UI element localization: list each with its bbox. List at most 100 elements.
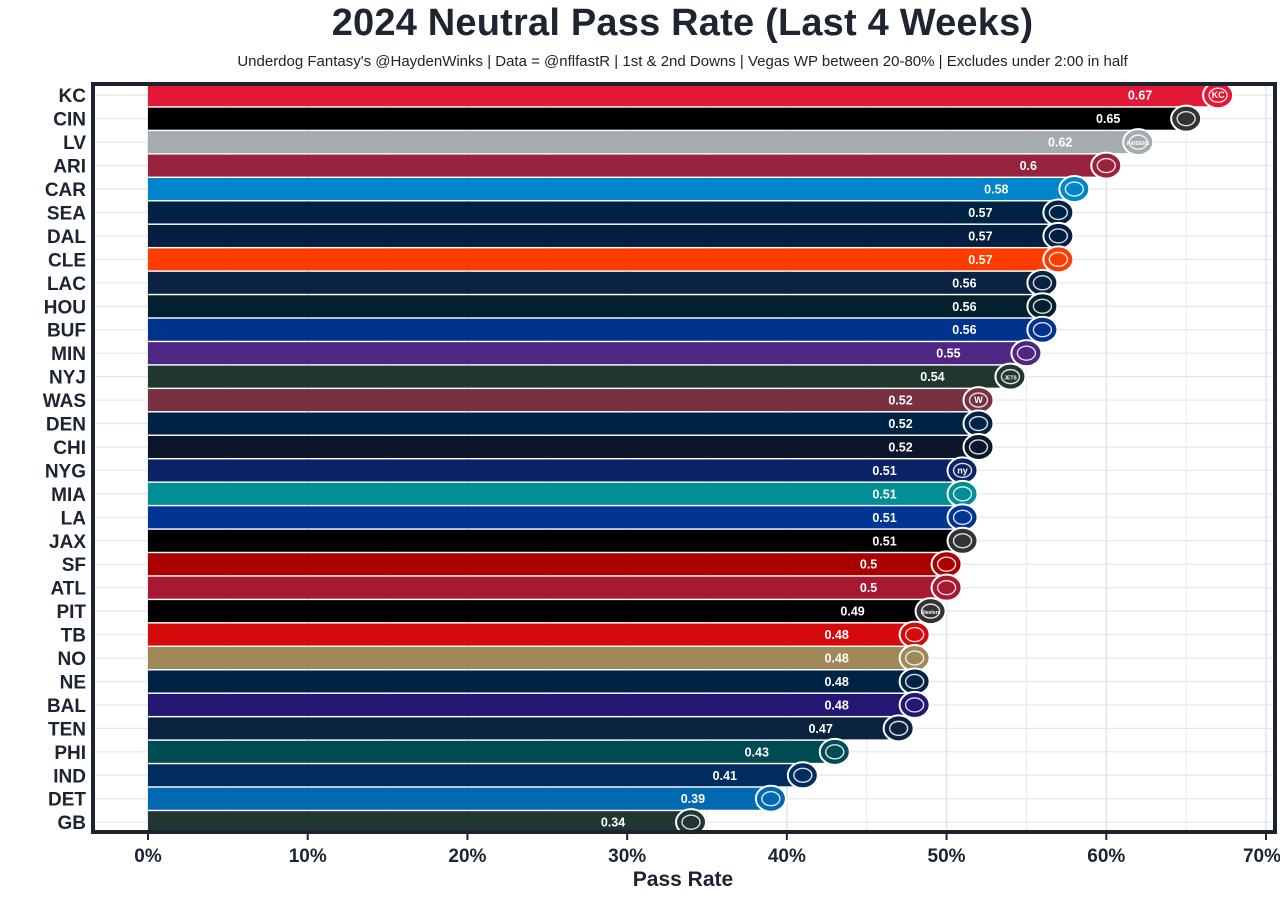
- data-label-tb: 0.48: [824, 628, 848, 642]
- bar-mia: [148, 482, 963, 505]
- bar-den: [148, 412, 979, 435]
- svg-text:RAIDERS: RAIDERS: [1127, 141, 1150, 147]
- data-label-sf: 0.5: [860, 558, 877, 572]
- nyg-logo-icon: ny: [946, 456, 979, 485]
- bar-nyj: [148, 365, 1011, 388]
- team-label-nyg: NYG: [45, 461, 86, 482]
- bar-hou: [148, 295, 1043, 318]
- team-label-dal: DAL: [47, 227, 86, 248]
- data-label-jax: 0.51: [872, 534, 896, 548]
- team-label-cle: CLE: [48, 250, 86, 271]
- data-labels: 0.67 0.65 0.62 0.6 0.58 0.57 0.57 0.57 0.56 0.56 0…: [601, 89, 1152, 830]
- svg-text:W: W: [974, 395, 983, 405]
- bar-lv: [148, 131, 1139, 154]
- plot-frame: [91, 82, 1277, 834]
- team-label-mia: MIA: [51, 485, 86, 506]
- data-label-no: 0.48: [824, 652, 848, 666]
- team-label-car: CAR: [45, 180, 86, 201]
- data-label-chi: 0.52: [888, 440, 912, 454]
- bar-no: [148, 647, 915, 670]
- jax-logo-icon: [946, 526, 979, 555]
- data-label-pit: 0.49: [840, 605, 864, 619]
- bar-ten: [148, 717, 899, 740]
- data-label-ind: 0.41: [713, 769, 737, 783]
- data-label-nyg: 0.51: [872, 464, 896, 478]
- bar-la: [148, 506, 963, 529]
- lac-logo-icon: [1026, 268, 1059, 297]
- bar-sea: [148, 201, 1059, 224]
- bar-atl: [148, 576, 947, 599]
- pit-logo-icon: Steelers: [914, 597, 947, 626]
- data-label-dal: 0.57: [968, 229, 992, 243]
- svg-text:KC: KC: [1212, 90, 1225, 100]
- team-label-bal: BAL: [47, 696, 86, 717]
- sf-logo-icon: [930, 550, 963, 579]
- x-axis-ticks: 0% 10% 20% 30% 40% 50% 60% 70%: [134, 834, 1280, 867]
- den-logo-icon: [962, 409, 995, 438]
- data-label-atl: 0.5: [860, 581, 877, 595]
- data-label-cle: 0.57: [968, 253, 992, 267]
- bar-car: [148, 178, 1075, 201]
- gb-logo-icon: [675, 808, 708, 837]
- sea-logo-icon: [1042, 198, 1075, 227]
- team-label-pit: PIT: [56, 602, 86, 623]
- team-label-min: MIN: [51, 344, 86, 365]
- bar-sf: [148, 553, 947, 576]
- bar-chi: [148, 435, 979, 458]
- team-label-buf: BUF: [47, 321, 86, 342]
- bars: [148, 84, 1219, 834]
- car-logo-icon: [1058, 175, 1091, 204]
- data-label-was: 0.52: [888, 394, 912, 408]
- bar-ne: [148, 670, 915, 693]
- team-label-sea: SEA: [47, 203, 86, 224]
- team-label-chi: CHI: [53, 438, 86, 459]
- no-logo-icon: [898, 644, 931, 673]
- team-label-lac: LAC: [47, 274, 86, 295]
- bar-det: [148, 787, 771, 810]
- team-label-ind: IND: [53, 766, 86, 787]
- x-tick-label: 10%: [289, 846, 327, 867]
- team-logos: KC RAIDERS JETS Wny Steelers: [675, 81, 1235, 837]
- svg-text:ny: ny: [957, 465, 968, 475]
- data-label-ne: 0.48: [824, 675, 848, 689]
- team-label-atl: ATL: [50, 579, 86, 600]
- buf-logo-icon: [1026, 315, 1059, 344]
- ne-logo-icon: [898, 667, 931, 696]
- team-label-ten: TEN: [48, 719, 86, 740]
- bar-ind: [148, 764, 803, 787]
- bar-tb: [148, 623, 915, 646]
- data-label-lv: 0.62: [1048, 136, 1072, 150]
- bar-jax: [148, 529, 963, 552]
- bar-pit: [148, 600, 931, 623]
- x-tick-label: 70%: [1243, 846, 1280, 867]
- atl-logo-icon: [930, 573, 963, 602]
- x-tick-label: 20%: [448, 846, 486, 867]
- data-label-den: 0.52: [888, 417, 912, 431]
- team-label-sf: SF: [62, 555, 86, 576]
- bar-min: [148, 342, 1027, 365]
- data-label-phi: 0.43: [745, 745, 769, 759]
- bar-dal: [148, 224, 1059, 247]
- data-label-ari: 0.6: [1020, 159, 1037, 173]
- team-label-no: NO: [58, 649, 87, 670]
- team-label-kc: KC: [59, 86, 87, 107]
- data-label-gb: 0.34: [601, 816, 625, 830]
- x-tick-label: 60%: [1087, 846, 1125, 867]
- bal-logo-icon: [898, 690, 931, 719]
- team-label-cin: CIN: [53, 110, 86, 131]
- bar-buf: [148, 318, 1043, 341]
- team-label-det: DET: [48, 790, 86, 811]
- cin-logo-icon: [1170, 104, 1203, 133]
- bar-nyg: [148, 459, 963, 482]
- nyj-logo-icon: JETS: [994, 362, 1027, 391]
- svg-text:Steelers: Steelers: [921, 610, 941, 616]
- bar-gb: [148, 811, 692, 834]
- svg-text:JETS: JETS: [1004, 376, 1017, 382]
- data-label-lac: 0.56: [952, 276, 976, 290]
- bar-ari: [148, 154, 1107, 177]
- data-label-mia: 0.51: [872, 487, 896, 501]
- bar-phi: [148, 740, 835, 763]
- team-label-was: WAS: [43, 391, 86, 412]
